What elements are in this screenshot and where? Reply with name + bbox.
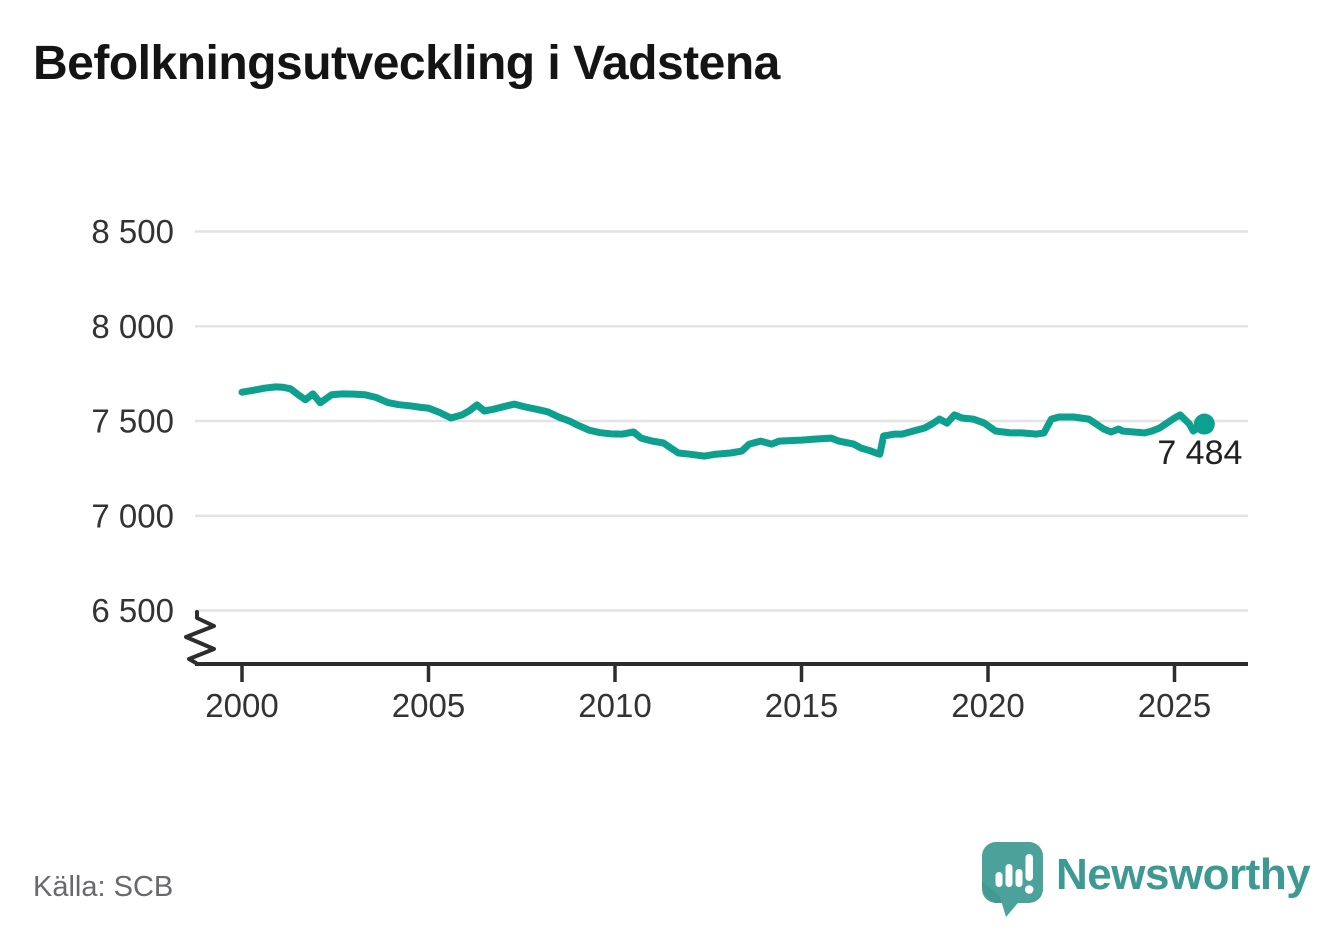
end-point-marker [1193,413,1215,435]
source-caption: Källa: SCB [33,871,174,903]
axis-layer: 2000 2005 2010 2015 2020 2025 [184,610,1248,724]
x-tick-label: 2005 [392,687,465,724]
y-axis-break-icon [184,610,216,665]
newsworthy-logo-icon [982,842,1043,917]
end-point-value-label: 7 484 [1157,434,1242,472]
x-tick-label: 2025 [1138,687,1211,724]
x-tick-label: 2010 [578,687,651,724]
population-series-line [238,383,1208,460]
x-tick-label: 2000 [205,687,278,724]
chart-title: Befolkningsutveckling i Vadstena [33,37,780,90]
y-tick-label: 7 000 [91,497,174,534]
y-tick-label: 7 500 [91,403,174,440]
gridline-layer: 6 500 7 000 7 500 8 000 8 500 [91,213,1248,629]
y-tick-label: 8 000 [91,308,174,345]
y-tick-label: 6 500 [91,592,174,629]
x-tick-label: 2020 [951,687,1024,724]
series-layer: 7 484 [238,383,1242,472]
newsworthy-logo: Newsworthy [981,841,1311,920]
y-tick-label: 8 500 [91,213,174,250]
x-tick-label: 2015 [765,687,838,724]
newsworthy-wordmark: Newsworthy [1056,849,1311,899]
